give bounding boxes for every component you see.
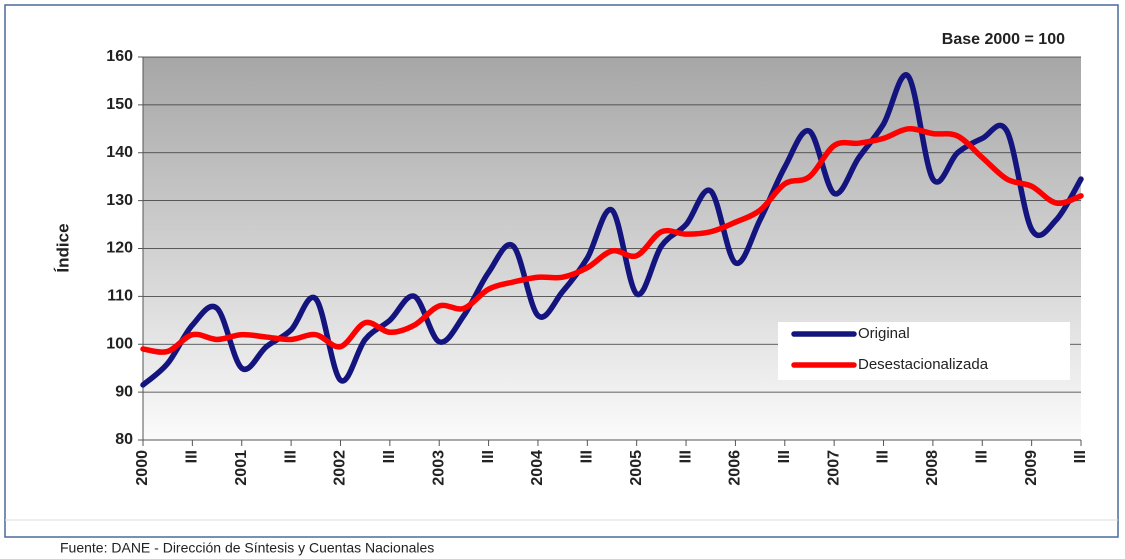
y-tick-label: 100 — [106, 335, 133, 352]
legend-label: Desestacionalizada — [858, 356, 989, 373]
chart-title: Base 2000 = 100 — [942, 31, 1065, 48]
x-tick-label: 2009 — [1023, 450, 1040, 486]
x-tick-label: 2002 — [332, 450, 349, 486]
x-tick-label: III — [875, 450, 892, 463]
x-tick-label: 2007 — [825, 450, 842, 486]
x-tick-label: III — [184, 450, 201, 463]
x-tick-label: 2001 — [233, 450, 250, 486]
x-tick-label: 2000 — [134, 450, 151, 486]
x-tick-label: III — [1072, 450, 1089, 463]
y-tick-label: 150 — [106, 96, 133, 113]
y-tick-label: 80 — [115, 431, 133, 448]
y-tick-label: 130 — [106, 192, 133, 209]
y-tick-label: 120 — [106, 240, 133, 257]
x-tick-label: 2003 — [430, 450, 447, 486]
x-tick-label: 2004 — [529, 450, 546, 486]
legend-label: Original — [858, 325, 910, 342]
y-axis-label: Índice — [53, 223, 72, 272]
y-tick-label: 160 — [106, 48, 133, 65]
x-tick-label: III — [579, 450, 596, 463]
x-tick-label: 2006 — [727, 450, 744, 486]
y-tick-label: 90 — [115, 383, 133, 400]
x-tick-label: III — [282, 450, 299, 463]
x-tick-label: III — [776, 450, 793, 463]
x-tick-label: 2008 — [924, 450, 941, 486]
x-tick-label: 2005 — [628, 450, 645, 486]
y-tick-label: 110 — [107, 288, 133, 305]
x-tick-label: III — [973, 450, 990, 463]
series-line — [140, 72, 1084, 388]
x-tick-label: III — [480, 450, 497, 463]
x-tick-label: III — [677, 450, 694, 463]
series-line — [140, 125, 1084, 355]
y-tick-label: 140 — [106, 144, 133, 161]
source-note: Fuente: DANE - Dirección de Síntesis y C… — [60, 540, 434, 556]
x-tick-label: III — [381, 450, 398, 463]
